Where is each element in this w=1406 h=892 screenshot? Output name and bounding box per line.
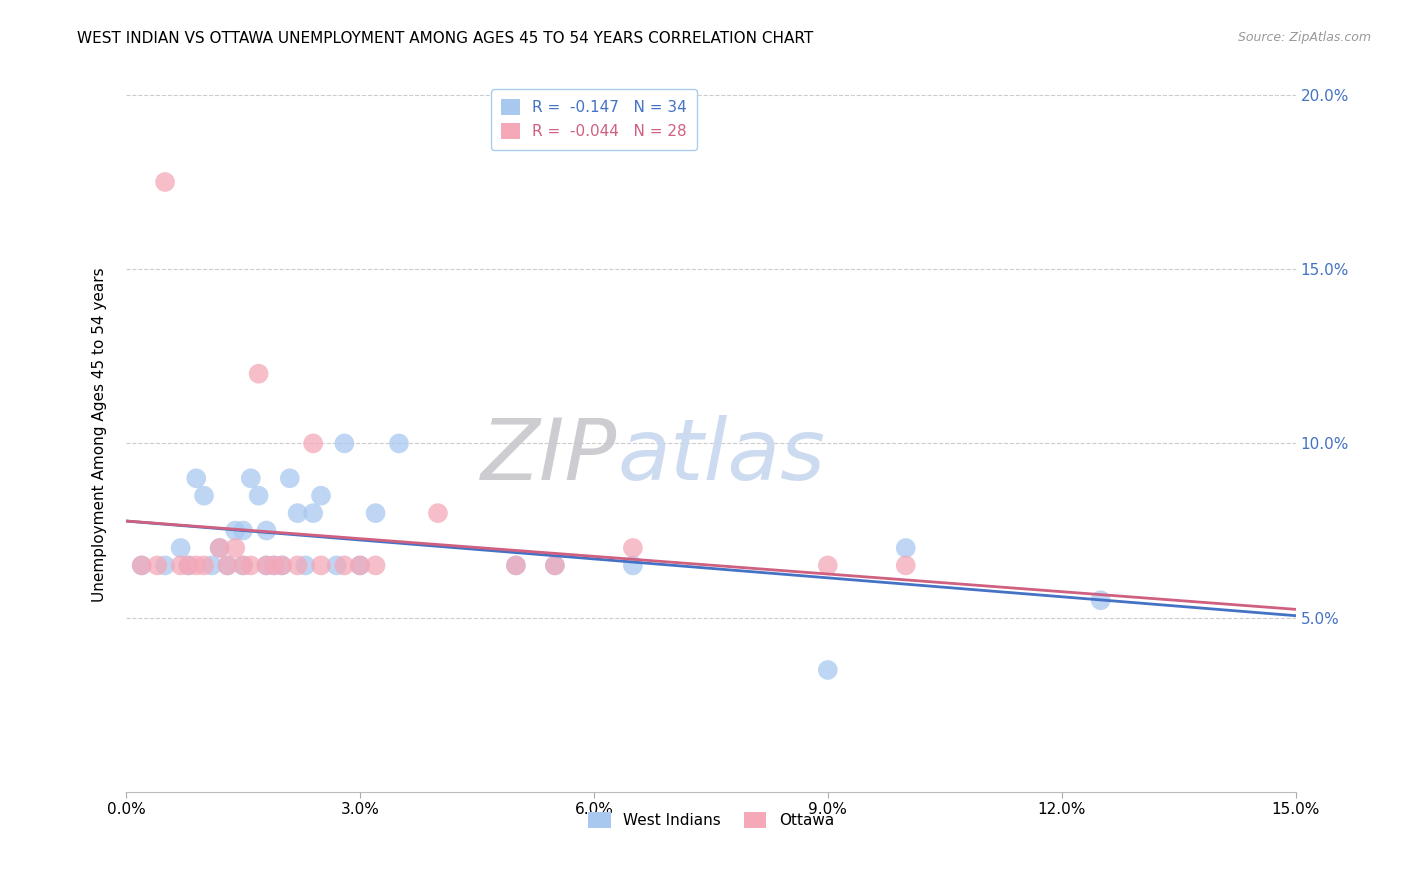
Point	[153, 175, 176, 189]
Point	[364, 506, 387, 520]
Point	[208, 541, 231, 555]
Point	[263, 558, 285, 573]
Point	[302, 436, 325, 450]
Point	[177, 558, 200, 573]
Point	[817, 663, 839, 677]
Point	[224, 524, 246, 538]
Point	[294, 558, 316, 573]
Point	[217, 558, 239, 573]
Point	[217, 558, 239, 573]
Point	[232, 558, 254, 573]
Point	[193, 558, 215, 573]
Point	[621, 558, 644, 573]
Point	[426, 506, 449, 520]
Point	[169, 558, 191, 573]
Point	[263, 558, 285, 573]
Point	[146, 558, 169, 573]
Y-axis label: Unemployment Among Ages 45 to 54 years: Unemployment Among Ages 45 to 54 years	[93, 268, 107, 602]
Point	[247, 489, 270, 503]
Point	[271, 558, 294, 573]
Point	[1090, 593, 1112, 607]
Point	[271, 558, 294, 573]
Point	[254, 558, 277, 573]
Point	[894, 558, 917, 573]
Point	[254, 524, 277, 538]
Point	[186, 558, 208, 573]
Point	[153, 558, 176, 573]
Point	[177, 558, 200, 573]
Point	[349, 558, 371, 573]
Point	[208, 541, 231, 555]
Point	[817, 558, 839, 573]
Point	[224, 541, 246, 555]
Point	[309, 558, 332, 573]
Point	[505, 558, 527, 573]
Point	[232, 558, 254, 573]
Point	[278, 471, 301, 485]
Point	[201, 558, 224, 573]
Point	[544, 558, 567, 573]
Point	[621, 541, 644, 555]
Legend: West Indians, Ottawa: West Indians, Ottawa	[582, 806, 839, 834]
Point	[131, 558, 153, 573]
Point	[239, 471, 262, 485]
Point	[894, 541, 917, 555]
Point	[239, 558, 262, 573]
Point	[186, 471, 208, 485]
Text: ZIP: ZIP	[481, 415, 617, 498]
Point	[254, 558, 277, 573]
Text: Source: ZipAtlas.com: Source: ZipAtlas.com	[1237, 31, 1371, 45]
Point	[544, 558, 567, 573]
Text: atlas: atlas	[617, 415, 825, 498]
Point	[349, 558, 371, 573]
Point	[131, 558, 153, 573]
Point	[325, 558, 347, 573]
Point	[247, 367, 270, 381]
Point	[364, 558, 387, 573]
Point	[505, 558, 527, 573]
Point	[302, 506, 325, 520]
Point	[232, 524, 254, 538]
Point	[309, 489, 332, 503]
Point	[333, 436, 356, 450]
Point	[388, 436, 411, 450]
Point	[287, 558, 309, 573]
Point	[287, 506, 309, 520]
Point	[169, 541, 191, 555]
Point	[193, 489, 215, 503]
Point	[333, 558, 356, 573]
Text: WEST INDIAN VS OTTAWA UNEMPLOYMENT AMONG AGES 45 TO 54 YEARS CORRELATION CHART: WEST INDIAN VS OTTAWA UNEMPLOYMENT AMONG…	[77, 31, 814, 46]
